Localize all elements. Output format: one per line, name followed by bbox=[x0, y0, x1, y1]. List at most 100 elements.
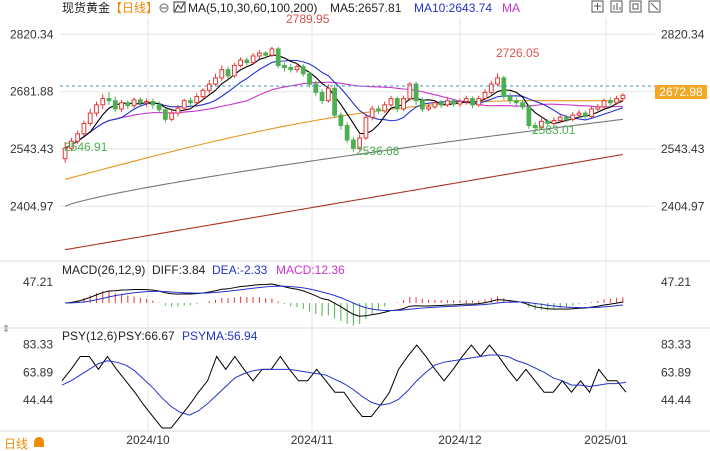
candle-body bbox=[363, 116, 369, 139]
candle-body bbox=[163, 109, 168, 120]
candle-body bbox=[288, 67, 294, 71]
resize-icon[interactable]: ⇕ bbox=[2, 324, 10, 335]
candle-body bbox=[87, 112, 93, 124]
candle-body bbox=[250, 55, 256, 64]
candle-body bbox=[564, 116, 569, 120]
candle-body bbox=[388, 98, 394, 106]
logo-text: 日线 bbox=[4, 437, 28, 451]
price-tick-left: 2404.97 bbox=[10, 199, 54, 213]
macd-title: MACD(26,12,9) bbox=[62, 263, 145, 277]
period-selector[interactable]: 【日线】 bbox=[110, 1, 158, 15]
price-tick-left: 2543.43 bbox=[10, 142, 54, 156]
candle-body bbox=[294, 66, 300, 71]
candle-body bbox=[376, 108, 381, 112]
candle-body bbox=[94, 104, 99, 114]
date-axis: 2024/10 2024/11 2024/12 2025/01 bbox=[126, 433, 628, 447]
macd-histogram-and-lines bbox=[65, 283, 624, 326]
psy-tick-right: 63.89 bbox=[661, 365, 691, 379]
ma10-value: MA10:2643.74 bbox=[414, 1, 492, 15]
ma-toggle-icon[interactable] bbox=[173, 1, 186, 13]
psy-tick-left: 63.89 bbox=[23, 365, 53, 379]
candle-body bbox=[463, 98, 469, 102]
last-price-badge: 2672.98 bbox=[655, 85, 707, 99]
candle-body bbox=[576, 112, 582, 116]
fullscreen-icon[interactable] bbox=[648, 0, 661, 13]
candle-body bbox=[601, 100, 607, 108]
candle-body bbox=[426, 106, 431, 110]
macd-ytick-left: 47.21 bbox=[23, 275, 53, 289]
candle-body bbox=[200, 89, 206, 98]
candle-body bbox=[488, 83, 494, 93]
grid bbox=[60, 18, 655, 430]
psy-axis: 83.33 83.33 63.89 63.89 44.44 44.44 bbox=[23, 338, 691, 408]
candle-body bbox=[338, 114, 344, 127]
candle-body bbox=[219, 69, 225, 79]
candle-body bbox=[557, 116, 563, 122]
candle-body bbox=[457, 100, 463, 105]
candle-body bbox=[595, 106, 601, 110]
psy-tick-left: 83.33 bbox=[23, 338, 53, 352]
swing-high-annotation: 2726.05 bbox=[496, 46, 540, 60]
psyma-line bbox=[61, 354, 627, 416]
ma100-line bbox=[64, 118, 623, 207]
ma-params: MA(5,10,30,60,100,200) bbox=[188, 1, 317, 15]
candle-body bbox=[419, 100, 425, 110]
candle-body bbox=[445, 100, 450, 106]
candle-body bbox=[344, 125, 350, 141]
psy-lines bbox=[61, 344, 627, 429]
candle-body bbox=[69, 140, 74, 149]
candle-body bbox=[100, 98, 106, 106]
candle-body bbox=[407, 83, 413, 100]
candle-body bbox=[401, 98, 406, 110]
price-axis: 2820.342820.342681.882681.882543.432543.… bbox=[10, 27, 705, 213]
symbol-name[interactable]: 现货黄金 bbox=[62, 0, 110, 15]
candle-body bbox=[282, 64, 287, 69]
candle-body bbox=[614, 98, 619, 104]
high-annotation: 2789.95 bbox=[286, 12, 330, 26]
candle-body bbox=[269, 48, 275, 56]
candle-body bbox=[119, 102, 124, 110]
candle-body bbox=[520, 102, 525, 108]
candle-body bbox=[106, 98, 112, 102]
candle-body bbox=[81, 122, 87, 135]
logo: 日线 bbox=[4, 437, 44, 451]
indicator-icon[interactable] bbox=[610, 0, 623, 13]
restore-icon[interactable] bbox=[629, 0, 642, 13]
psy-value: PSY:66.67 bbox=[118, 329, 175, 343]
psy-title: PSY(12,6) bbox=[62, 329, 117, 343]
candle-body bbox=[169, 112, 175, 120]
candle-body bbox=[300, 66, 306, 75]
candle-body bbox=[263, 52, 269, 56]
candle-body bbox=[470, 98, 475, 106]
price-tick-left: 2681.88 bbox=[10, 85, 54, 99]
ma5-value: MA5:2657.81 bbox=[330, 1, 402, 15]
candle-body bbox=[112, 100, 118, 110]
candle-body bbox=[526, 106, 532, 127]
ma200-line bbox=[65, 153, 623, 251]
ma-link[interactable]: MA bbox=[502, 1, 520, 15]
macd-diff: DIFF:3.84 bbox=[152, 263, 206, 277]
candle-body bbox=[589, 108, 594, 117]
candle-body bbox=[532, 125, 538, 129]
macd-dea-line bbox=[65, 285, 623, 312]
candle-body bbox=[231, 64, 237, 77]
candle-body bbox=[539, 120, 544, 129]
candle-body bbox=[188, 100, 193, 104]
candle-body bbox=[432, 102, 438, 108]
candle-body bbox=[351, 139, 356, 149]
compare-icon[interactable] bbox=[591, 0, 604, 13]
candle-body bbox=[194, 96, 200, 104]
candle-body bbox=[213, 77, 218, 85]
candle-body bbox=[382, 104, 388, 112]
candle-body bbox=[156, 104, 162, 111]
zoom-circle-icon[interactable] bbox=[159, 3, 169, 13]
date-tick: 2024/12 bbox=[438, 433, 482, 447]
date-tick: 2024/11 bbox=[291, 433, 334, 447]
psy-tick-right: 44.44 bbox=[661, 393, 691, 407]
price-tick-right: 2820.34 bbox=[661, 27, 705, 41]
date-tick: 2024/10 bbox=[126, 433, 170, 447]
psyma-value: PSYMA:56.94 bbox=[182, 329, 258, 343]
candle-body bbox=[495, 77, 500, 85]
candle-body bbox=[607, 100, 613, 104]
